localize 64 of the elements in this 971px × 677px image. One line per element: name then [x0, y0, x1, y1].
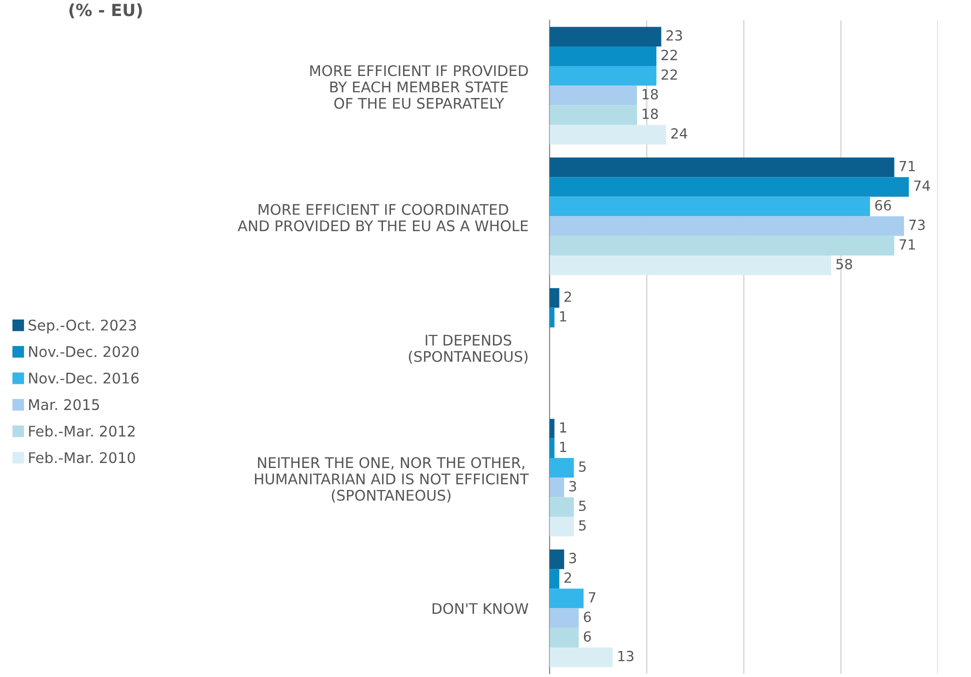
- data-label: 22: [662, 50, 677, 60]
- data-label: 5: [579, 500, 586, 512]
- data-label: 1: [560, 422, 566, 432]
- data-label: 73: [909, 220, 925, 230]
- data-label: 13: [618, 650, 634, 662]
- data-label: 5: [579, 462, 586, 472]
- data-label: 1: [560, 442, 566, 452]
- bar: [550, 438, 554, 458]
- legend-label: Mar. 2015: [29, 399, 100, 410]
- data-label: 58: [836, 258, 852, 270]
- data-label: 23: [666, 30, 682, 41]
- data-label: 3: [569, 480, 576, 492]
- bar: [550, 497, 574, 517]
- data-label: 24: [671, 128, 688, 138]
- data-label: 71: [900, 239, 915, 250]
- data-label: 5: [579, 520, 586, 531]
- bar: [550, 569, 560, 589]
- bar: [550, 628, 579, 648]
- y-tick-label: MORE EFFICIENT IF COORDINATED AND PROVIDED BY THE EU AS A WHOLE: [238, 204, 528, 232]
- data-label: 6: [584, 631, 591, 642]
- bar: [550, 124, 666, 144]
- bar: [550, 236, 894, 256]
- bar: [550, 478, 564, 498]
- legend-label: Nov.-Dec. 2020: [29, 346, 139, 358]
- y-tick-label: NEITHER THE ONE, NOR THE OTHER, HUMANITARIAN AID IS NOT EFFICIENT (SPONTANEOUS): [254, 457, 529, 503]
- data-label: 3: [569, 552, 576, 564]
- data-label: 2: [564, 291, 571, 302]
- bar: [550, 308, 554, 328]
- data-label: 18: [642, 88, 658, 100]
- text: (% - EU): [69, 3, 142, 18]
- data-label: 74: [914, 180, 930, 191]
- bar: [550, 458, 574, 478]
- bar: [550, 516, 574, 536]
- data-label: 7: [588, 592, 596, 602]
- bar: [550, 549, 564, 570]
- bar: [550, 418, 554, 438]
- legend-label: Nov.-Dec. 2016: [29, 372, 139, 384]
- legend-label: Sep.-Oct. 2023: [28, 320, 136, 334]
- bar: [550, 86, 637, 106]
- data-label: 2: [564, 572, 571, 583]
- bar: [550, 647, 613, 668]
- legend-label: Feb.-Mar. 2012: [29, 425, 135, 437]
- data-label: 71: [900, 161, 915, 172]
- bar: [550, 608, 579, 628]
- data-label: 6: [584, 612, 591, 622]
- legend-label: Feb.-Mar. 2010: [29, 452, 136, 464]
- data-label: 66: [875, 200, 891, 211]
- y-tick-label: MORE EFFICIENT IF PROVIDED BY EACH MEMBER STATE OF THE EU SEPARATELY: [310, 65, 528, 109]
- bar: [550, 158, 894, 178]
- bar: [550, 196, 870, 216]
- y-tick-label: DON'T KNOW: [432, 603, 528, 614]
- bar: [550, 105, 637, 125]
- bar: [550, 66, 656, 86]
- bar: [550, 216, 904, 236]
- bar: [550, 26, 662, 46]
- data-label: 22: [662, 69, 677, 80]
- bar: [550, 288, 560, 308]
- data-label: 18: [642, 108, 658, 120]
- bar: [550, 256, 832, 276]
- data-label: 1: [560, 311, 566, 322]
- bar: [550, 588, 584, 608]
- bar: [550, 46, 656, 66]
- bar: [550, 177, 909, 197]
- y-tick-label: IT DEPENDS (SPONTANEOUS): [408, 334, 528, 364]
